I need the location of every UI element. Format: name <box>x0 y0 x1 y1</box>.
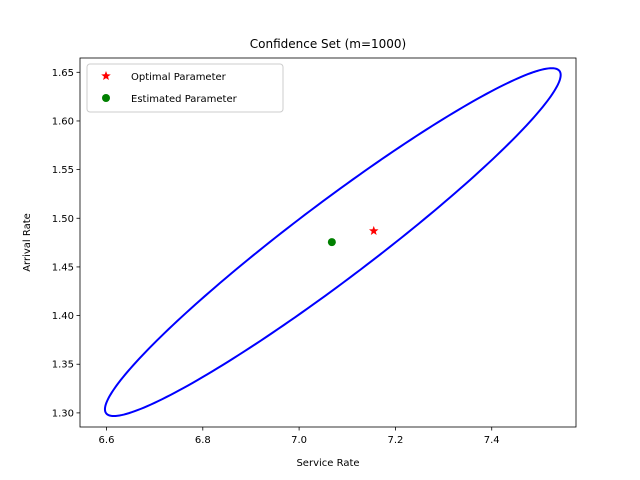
y-tick-label: 1.30 <box>52 408 74 419</box>
x-tick-label: 6.8 <box>195 435 211 446</box>
y-tick-label: 1.45 <box>52 262 74 273</box>
legend-box <box>86 63 284 113</box>
x-tick-label: 7.4 <box>484 435 500 446</box>
y-tick-label: 1.50 <box>52 214 74 225</box>
plot-area <box>103 67 562 418</box>
y-tick-label: 1.35 <box>52 360 74 371</box>
estimated-parameter-point <box>327 238 336 247</box>
legend: Optimal Parameter Estimated Parameter <box>86 63 284 113</box>
x-tick-label: 6.6 <box>99 435 115 446</box>
axes-frame <box>79 57 577 428</box>
y-tick-label: 1.65 <box>52 68 74 79</box>
y-tick-label: 1.60 <box>52 116 74 127</box>
y-tick-label: 1.40 <box>52 311 74 322</box>
confidence-ellipse <box>103 67 562 418</box>
chart-title: Confidence Set (m=1000) <box>250 37 406 51</box>
x-axis-title: Service Rate <box>296 458 359 469</box>
data-points <box>327 225 379 247</box>
legend-label: Optimal Parameter <box>131 72 227 83</box>
optimal-parameter-point <box>368 225 379 235</box>
legend-label: Estimated Parameter <box>131 94 238 105</box>
x-axis-ticks: 6.6 6.8 7.0 7.2 7.4 <box>99 427 500 446</box>
legend-star-marker <box>101 71 111 81</box>
legend-circle-marker <box>102 94 110 102</box>
x-tick-label: 7.0 <box>291 435 307 446</box>
y-axis-title: Arrival Rate <box>22 213 33 272</box>
y-tick-label: 1.55 <box>52 165 74 176</box>
x-tick-label: 7.2 <box>387 435 403 446</box>
y-axis-ticks: 1.30 1.35 1.40 1.45 1.50 1.55 1.60 1.65 <box>52 68 80 419</box>
